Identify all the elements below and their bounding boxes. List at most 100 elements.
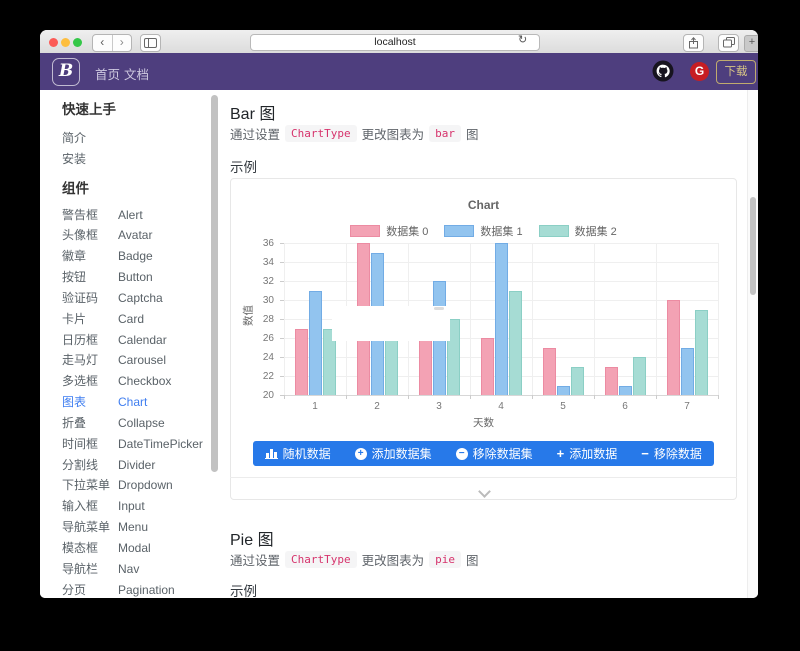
y-tickmark <box>280 319 284 320</box>
back-button[interactable]: ‹ <box>100 34 105 49</box>
gitee-icon[interactable]: G <box>690 62 709 81</box>
chart-button-label: 移除数据集 <box>472 447 533 461</box>
sidebar-item-menu[interactable]: 导航菜单 Menu <box>62 517 210 538</box>
nav-link-home[interactable]: 首页 <box>95 68 121 82</box>
sidebar-item-pagination[interactable]: 分页 Pagination <box>62 580 210 598</box>
code-chip-bar: bar <box>429 125 462 142</box>
sidebar-item-zh: 安装 <box>62 151 87 166</box>
desc-text: 图 <box>466 128 479 142</box>
desc-text: 图 <box>466 554 479 568</box>
sidebar-item-en: Calendar <box>118 332 167 347</box>
sidebar-item-dropdown[interactable]: 下拉菜单 Dropdown <box>62 475 210 496</box>
bar <box>542 347 556 395</box>
sidebar-item-collapse[interactable]: 折叠 Collapse <box>62 413 210 434</box>
chart-button-添加数据[interactable]: + 添加数据 <box>545 441 630 466</box>
x-tick-label: 5 <box>560 401 566 412</box>
close-window-button[interactable] <box>49 37 58 47</box>
sidebar-item-carousel[interactable]: 走马灯 Carousel <box>62 350 210 371</box>
bar <box>570 366 584 395</box>
gridline <box>470 243 471 395</box>
minimize-window-button[interactable] <box>61 37 70 47</box>
y-tick-label: 32 <box>262 276 274 287</box>
sidebar-toggle-button[interactable] <box>140 33 161 52</box>
sidebar-item-en: Collapse <box>118 415 165 430</box>
code-chip-pie: pie <box>429 551 462 568</box>
y-tickmark <box>280 243 284 244</box>
legend-item[interactable]: 数据集 2 <box>538 223 617 239</box>
sidebar-item-简介[interactable]: 简介 <box>62 128 210 149</box>
bar <box>418 338 432 395</box>
gridline <box>656 243 657 395</box>
address-bar[interactable]: localhost <box>250 33 540 51</box>
plus-icon: + <box>556 446 565 461</box>
sidebar-item-calendar[interactable]: 日历框 Calendar <box>62 330 210 351</box>
sidebar-item-en: Badge <box>118 249 153 264</box>
legend-swatch <box>350 225 381 237</box>
brand-logo[interactable]: B <box>52 58 80 86</box>
sidebar-item-alert[interactable]: 警告框 Alert <box>62 205 210 226</box>
chart-button-移除数据[interactable]: − 移除数据 <box>629 441 714 466</box>
y-tick-label: 26 <box>262 333 274 344</box>
sidebar-item-zh: 头像框 <box>62 228 99 243</box>
legend-item[interactable]: 数据集 0 <box>350 223 428 239</box>
bar-chart-icon <box>265 448 278 459</box>
sidebar-item-datetimepicker[interactable]: 时间框 DateTimePicker <box>62 434 210 455</box>
y-tick-label: 20 <box>262 390 274 401</box>
legend-item[interactable]: 数据集 1 <box>444 223 523 239</box>
tooltip-overlay <box>332 306 450 341</box>
sidebar-item-安装[interactable]: 安装 <box>62 149 210 170</box>
sidebar-scrollbar-thumb[interactable] <box>211 95 218 472</box>
sidebar-item-zh: 下拉菜单 <box>62 478 111 493</box>
sidebar-item-badge[interactable]: 徽章 Badge <box>62 246 210 267</box>
legend-swatch <box>538 225 569 237</box>
x-tickmark <box>532 395 533 399</box>
sidebar-item-en: Button <box>118 270 153 285</box>
sidebar-item-zh: 时间框 <box>62 436 99 451</box>
chart-button-label: 添加数据集 <box>371 447 432 461</box>
sidebar-item-divider[interactable]: 分割线 Divider <box>62 455 210 476</box>
sidebar-item-modal[interactable]: 模态框 Modal <box>62 538 210 559</box>
chart-button-随机数据[interactable]: 随机数据 <box>253 441 343 466</box>
legend-swatch <box>444 225 475 237</box>
content-scrollbar-track[interactable] <box>747 90 758 598</box>
new-tab-button[interactable]: + <box>744 35 758 52</box>
sidebar-item-zh: 模态框 <box>62 540 99 555</box>
sidebar-item-nav[interactable]: 导航栏 Nav <box>62 559 210 580</box>
x-tick-label: 2 <box>374 401 380 412</box>
chart-button-移除数据集[interactable]: − 移除数据集 <box>444 441 545 466</box>
x-tick-label: 4 <box>498 401 504 412</box>
content-scrollbar-thumb[interactable] <box>750 197 756 295</box>
code-chip-charttype: ChartType <box>285 125 357 142</box>
zoom-window-button[interactable] <box>73 37 82 47</box>
sidebar-item-en: Input <box>118 499 145 514</box>
forward-button[interactable]: › <box>111 34 132 51</box>
sidebar-item-card[interactable]: 卡片 Card <box>62 309 210 330</box>
sidebar-item-en: Avatar <box>118 228 153 243</box>
sidebar-item-chart[interactable]: 图表 Chart <box>62 392 210 413</box>
y-tick-label: 24 <box>262 352 274 363</box>
bar <box>680 347 694 395</box>
sidebar-item-button[interactable]: 按钮 Button <box>62 267 210 288</box>
bar <box>508 290 522 395</box>
legend-label: 数据集 1 <box>480 226 523 238</box>
sidebar-item-en: DateTimePicker <box>118 436 203 451</box>
reload-icon[interactable]: ↻ <box>518 34 528 46</box>
sidebar-item-input[interactable]: 输入框 Input <box>62 496 210 517</box>
share-button[interactable] <box>683 33 704 52</box>
sidebar-item-captcha[interactable]: 验证码 Captcha <box>62 288 210 309</box>
sidebar-item-en: Dropdown <box>118 478 173 493</box>
sidebar-section-title: 组件 <box>62 180 89 196</box>
sidebar-item-en: Alert <box>118 207 143 222</box>
section-desc-pie: 通过设置 ChartType 更改图表为 pie 图 <box>230 550 479 569</box>
nav-link-docs[interactable]: 文档 <box>124 68 150 82</box>
bar <box>618 385 632 395</box>
chart-button-添加数据集[interactable]: + 添加数据集 <box>343 441 444 466</box>
github-icon[interactable] <box>652 60 674 87</box>
sidebar-item-checkbox[interactable]: 多选框 Checkbox <box>62 371 210 392</box>
y-axis-label: 数值 <box>242 305 255 326</box>
sidebar-item-zh: 多选框 <box>62 374 99 389</box>
sidebar-item-avatar[interactable]: 头像框 Avatar <box>62 225 210 246</box>
tab-overview-button[interactable] <box>718 33 739 52</box>
download-button[interactable]: 下载 <box>716 60 756 84</box>
history-nav-buttons: ‹ › <box>92 33 132 52</box>
